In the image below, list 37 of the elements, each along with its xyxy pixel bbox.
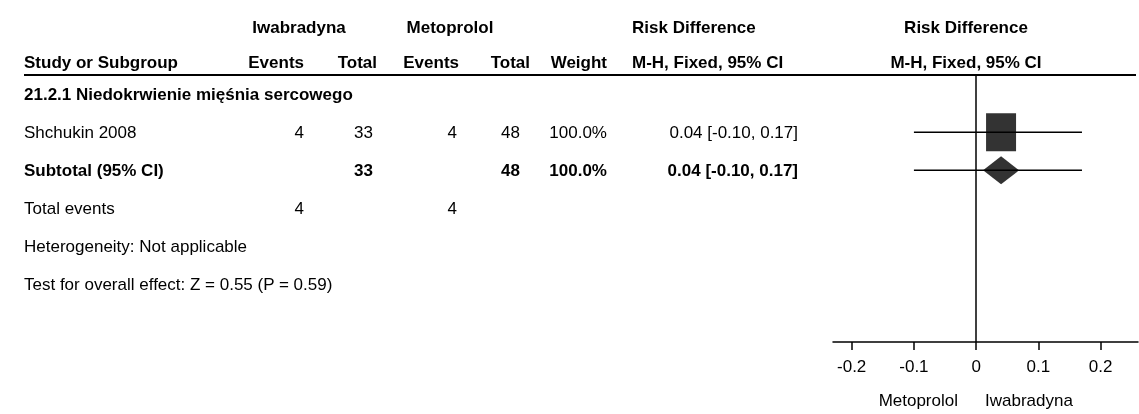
text: Study or Subgroup (24, 52, 178, 72)
text: Total (490, 52, 530, 72)
text: 33 (354, 122, 373, 142)
text: 48 (501, 122, 520, 142)
text: Iwabradyna (252, 17, 347, 37)
text: Shchukin 2008 (24, 122, 137, 142)
x-tick-label: 0.1 (1026, 357, 1051, 376)
x-tick-label: -0.2 (837, 357, 867, 376)
text: Events (248, 52, 304, 72)
text: Risk Difference (904, 17, 1028, 37)
text: Metoprolol (878, 390, 958, 410)
text: 48 (501, 160, 520, 180)
x-tick-label: 0 (971, 357, 981, 376)
x-tick-label: 0.2 (1088, 357, 1113, 376)
text: 4 (294, 199, 304, 218)
text: 100.0% (549, 160, 607, 180)
text: 21.2.1 Niedokrwienie mięśnia sercowego (24, 84, 353, 104)
text: M-H, Fixed, 95% CI (632, 52, 784, 72)
text: Weight (550, 52, 608, 72)
text: Iwabradyna (985, 390, 1074, 410)
text: Subtotal (95% CI) (24, 160, 164, 180)
text: Total (337, 52, 377, 72)
text: 100.0% (549, 122, 607, 142)
x-tick-label: -0.1 (899, 357, 929, 376)
text: 4 (294, 122, 304, 142)
text: Events (403, 52, 459, 72)
text: 4 (447, 122, 457, 142)
text: 0.04 [-0.10, 0.17] (667, 160, 798, 180)
text: 33 (354, 160, 373, 180)
text: 0.04 [-0.10, 0.17] (669, 122, 798, 142)
text: Risk Difference (632, 17, 756, 37)
text: Test for overall effect: Z = 0.55 (P = 0.59) (24, 275, 333, 295)
text: Total events (24, 199, 115, 218)
text: Heterogeneity: Not applicable (24, 237, 248, 257)
text: M-H, Fixed, 95% CI (890, 52, 1042, 72)
text: 4 (447, 199, 457, 218)
text: Metoprolol (406, 17, 494, 37)
